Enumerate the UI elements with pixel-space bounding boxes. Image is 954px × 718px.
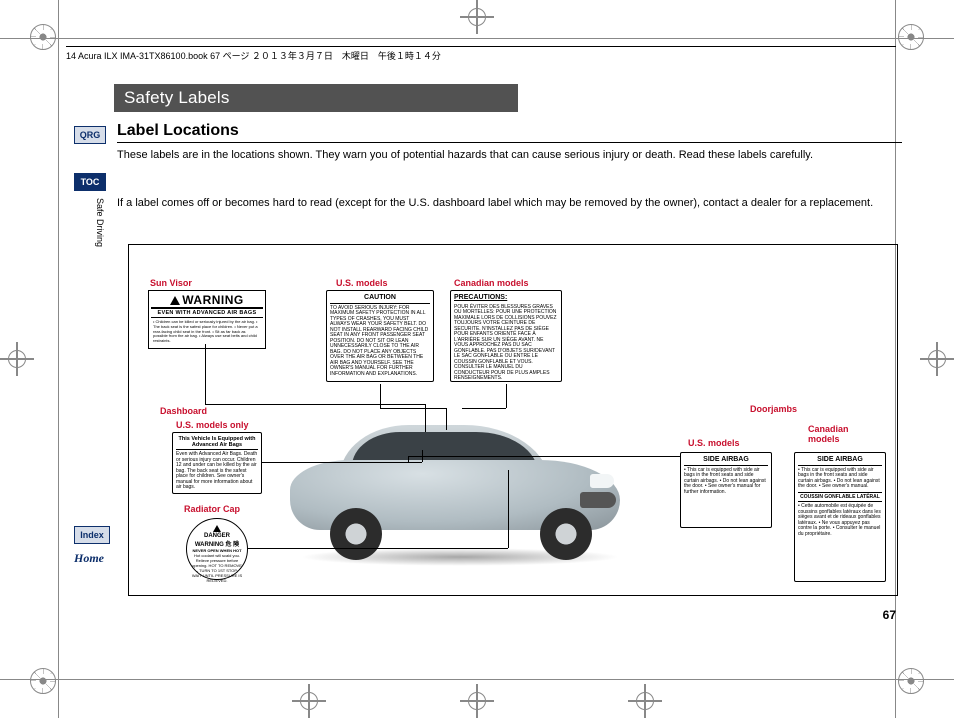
label-dashboard-airbag: This Vehicle Is Equipped with Advanced A… — [172, 432, 262, 494]
caution-header: CAUTION — [330, 294, 430, 304]
leader-radiator-h — [248, 548, 508, 549]
body-para-1: These labels are in the locations shown.… — [117, 148, 902, 164]
precautions-body: POUR ÉVITER DES BLESSURES GRAVES OU MORT… — [454, 305, 558, 382]
leader-precautions-v — [506, 384, 507, 408]
car-wheel-rear — [330, 508, 382, 560]
radiator-body: Hot coolant will scald you. Relieve pres… — [191, 553, 243, 583]
warning-title: WARNING — [151, 293, 263, 307]
leader-sunvisor-h — [205, 404, 425, 405]
body-para-2: If a label comes off or becomes hard to … — [117, 196, 902, 212]
leader-doorjamb-h — [408, 456, 680, 457]
leader-caution-v — [380, 384, 381, 408]
page-number: 67 — [883, 608, 896, 622]
precautions-header: PRECAUTIONS: — [454, 294, 558, 303]
car-illustration — [290, 410, 620, 570]
leader-doorjamb-v — [408, 456, 409, 462]
reg-target-top — [468, 8, 486, 26]
label-caution-us: CAUTION TO AVOID SERIOUS INJURY: FOR MAX… — [326, 290, 434, 382]
reg-target-bottom — [468, 692, 486, 710]
crop-mark-tl — [30, 24, 56, 50]
nav-home-link[interactable]: Home — [74, 548, 114, 569]
leader-sunvisor-v — [205, 344, 206, 404]
caution-body: TO AVOID SERIOUS INJURY: FOR MAXIMUM SAF… — [330, 306, 430, 378]
dashboard-body: Even with Advanced Air Bags. Death or se… — [176, 452, 258, 491]
warning-subtitle: EVEN WITH ADVANCED AIR BAGS — [151, 307, 263, 318]
label-precautions-ca: PRECAUTIONS: POUR ÉVITER DES BLESSURES G… — [450, 290, 562, 382]
bleed-bottom — [0, 679, 954, 680]
reg-target-left — [8, 350, 26, 368]
callout-canadian-models-right: Canadian models — [808, 424, 858, 444]
label-side-airbag-ca: SIDE AIRBAG • This car is equipped with … — [794, 452, 886, 582]
crop-mark-bl — [30, 668, 56, 694]
radiator-title: DANGER WARNING 危 険 — [191, 533, 243, 548]
leader-caution-v2 — [446, 408, 447, 430]
side-airbag-ca-header: SIDE AIRBAG — [798, 456, 882, 466]
callout-sun-visor: Sun Visor — [150, 278, 192, 288]
leader-caution-h — [380, 408, 446, 409]
bleed-top — [0, 38, 954, 39]
bleed-left — [58, 0, 59, 718]
car-grille — [580, 492, 616, 508]
warning-triangle-icon — [170, 296, 180, 305]
coussin-body: • Cette automobile est équipée de coussi… — [798, 504, 882, 537]
leader-radiator-v — [508, 470, 509, 548]
nav-qrg-button[interactable]: QRG — [74, 126, 106, 144]
coussin-header: COUSSIN GONFLABLE LATÉRAL — [798, 495, 882, 503]
callout-radiator: Radiator Cap — [184, 504, 240, 514]
reg-target-br2 — [636, 692, 654, 710]
callout-us-models-top: U.S. models — [336, 278, 388, 288]
callout-canadian-models-top: Canadian models — [454, 278, 529, 288]
car-wheel-front — [540, 508, 592, 560]
dashboard-header: This Vehicle Is Equipped with Advanced A… — [176, 436, 258, 450]
callout-doorjambs: Doorjambs — [750, 404, 797, 414]
leader-precautions-h — [462, 408, 506, 409]
reg-target-right — [928, 350, 946, 368]
side-airbag-ca-body: • This car is equipped with side air bag… — [798, 468, 882, 493]
reg-target-bl2 — [300, 692, 318, 710]
header-filemeta: 14 Acura ILX IMA-31TX86100.book 67 ページ ２… — [66, 46, 896, 62]
warning-body: • Children can be killed or seriously in… — [151, 318, 263, 346]
section-title: Label Locations — [117, 122, 902, 143]
side-airbag-us-body: • This car is equipped with side air bag… — [684, 468, 768, 496]
crop-mark-tr — [898, 24, 924, 50]
callout-us-only: U.S. models only — [176, 420, 249, 430]
callout-dashboard: Dashboard — [160, 406, 207, 416]
page-title-bar: Safety Labels — [114, 84, 518, 112]
label-sunvisor-warning: WARNING EVEN WITH ADVANCED AIR BAGS • Ch… — [148, 290, 266, 349]
crop-mark-br — [898, 668, 924, 694]
side-airbag-us-header: SIDE AIRBAG — [684, 456, 768, 466]
section-tab[interactable]: Safe Driving — [95, 198, 105, 247]
nav-toc-button[interactable]: TOC — [74, 173, 106, 191]
leader-dashboard-h — [262, 462, 422, 463]
label-side-airbag-us: SIDE AIRBAG • This car is equipped with … — [680, 452, 772, 528]
callout-us-models-right: U.S. models — [688, 438, 740, 448]
label-radiator-cap: DANGER WARNING 危 険 NEVER OPEN WHEN HOT H… — [186, 518, 248, 580]
nav-index-button[interactable]: Index — [74, 526, 110, 544]
car-headlight — [590, 474, 614, 488]
danger-triangle-icon — [213, 525, 221, 532]
